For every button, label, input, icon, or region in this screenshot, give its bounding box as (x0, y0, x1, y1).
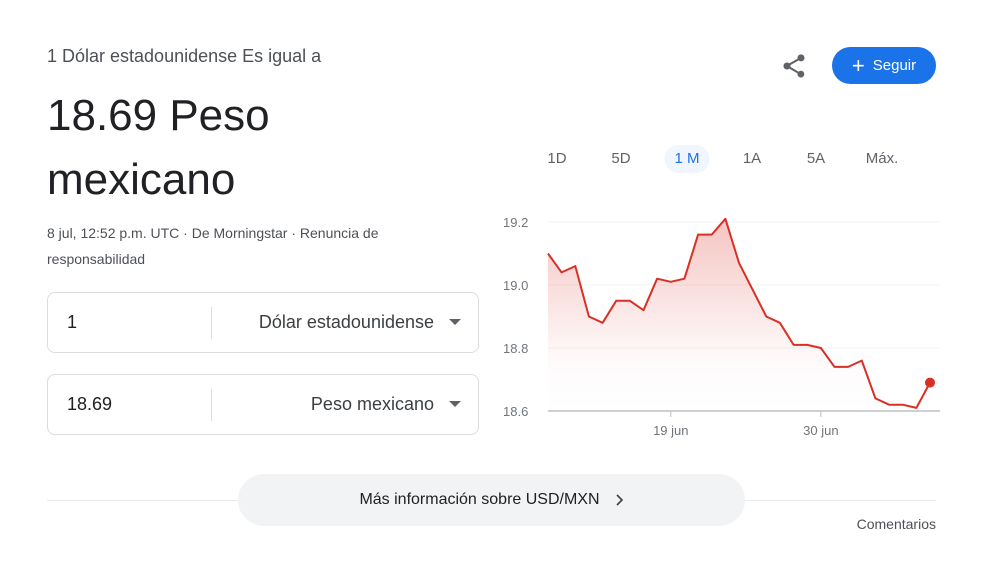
from-converter-row: 1 Dólar estadounidense (47, 292, 479, 353)
more-info-label: Más información sobre USD/MXN (359, 491, 600, 508)
disclaimer-link[interactable]: Renuncia de responsabilidad (47, 225, 379, 267)
divider (211, 307, 212, 339)
tab-mx[interactable]: Máx. (865, 150, 899, 167)
separator: · (179, 225, 192, 241)
exchange-rate-chart[interactable]: 19.2 19.0 18.8 18.6 19 jun 30 jun (495, 200, 945, 450)
converted-amount: 18.69 Peso mexicano (47, 91, 270, 204)
from-amount-input[interactable]: 1 (67, 312, 78, 332)
rate-meta: 8 jul, 12:52 p.m. UTC · De Morningstar ·… (47, 220, 467, 272)
price-line (547, 217, 931, 409)
tab-5a[interactable]: 5A (806, 150, 826, 167)
source-link[interactable]: De Morningstar (191, 225, 288, 241)
dropdown-arrow-icon[interactable] (449, 319, 461, 325)
tab-1a[interactable]: 1A (742, 150, 762, 167)
area-fill (548, 218, 930, 411)
to-currency-select[interactable]: Peso mexicano (310, 394, 434, 414)
x-tick-label: 30 jun (803, 423, 838, 438)
follow-label: Seguir (872, 57, 917, 74)
divider (211, 389, 212, 421)
y-tick-label: 18.6 (503, 404, 528, 419)
from-currency-select[interactable]: Dólar estadounidense (258, 312, 434, 332)
more-info-button[interactable]: Más información sobre USD/MXN (238, 474, 745, 526)
feedback-link[interactable]: Comentarios (856, 516, 936, 532)
timestamp: 8 jul, 12:52 p.m. UTC (47, 225, 180, 241)
tab-1m[interactable]: 1 M (664, 145, 710, 173)
current-point (925, 377, 935, 388)
share-icon[interactable] (780, 52, 808, 80)
plus-icon: + (851, 52, 865, 78)
to-amount-input[interactable]: 18.69 (67, 394, 113, 414)
y-tick-label: 18.8 (503, 341, 528, 356)
separator: · (287, 225, 300, 241)
y-tick-label: 19.0 (503, 278, 528, 293)
chevron-right-icon (615, 494, 623, 506)
to-converter-row: 18.69 Peso mexicano (47, 374, 479, 435)
y-tick-label: 19.2 (503, 215, 528, 230)
x-tick-label: 19 jun (653, 423, 688, 438)
follow-button[interactable]: + Seguir (832, 47, 936, 84)
equals-label: 1 Dólar estadounidense Es igual a (47, 46, 322, 66)
tab-5d[interactable]: 5D (611, 150, 631, 167)
dropdown-arrow-icon[interactable] (449, 401, 461, 407)
tab-1d[interactable]: 1D (547, 150, 567, 167)
